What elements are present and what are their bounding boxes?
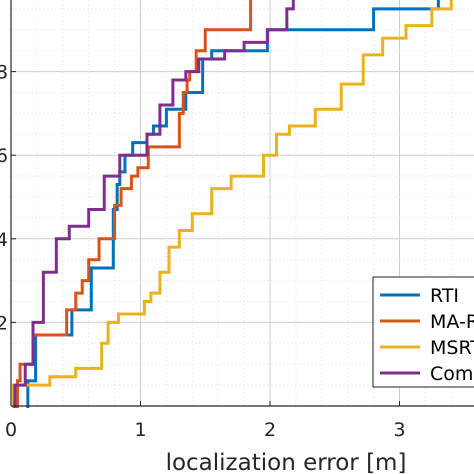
x-tick-label: 2 (264, 419, 276, 441)
y-tick-label: .6 (0, 145, 8, 167)
y-tick-label: .2 (0, 312, 8, 334)
legend-label: RTI (430, 285, 459, 307)
axes (10, 0, 474, 407)
legend-label: MSRTI (430, 337, 474, 359)
y-tick-label: .4 (0, 229, 8, 251)
legend-label: Combined (430, 363, 474, 385)
x-axis-label: localization error [m] (166, 450, 407, 474)
series-lines (12, 0, 453, 408)
series-line (12, 0, 453, 408)
x-tick-label: 3 (393, 419, 405, 441)
legend-label: MA-RTI (430, 311, 474, 333)
y-tick-label: .8 (0, 62, 8, 84)
x-tick-label: 0 (5, 419, 17, 441)
tick-labels: 0 1 2 3 .2 .4 .6 .8 (0, 62, 406, 441)
x-tick-label: 1 (134, 419, 146, 441)
legend: RTI MA-RTI MSRTI Combined (372, 276, 474, 388)
series-line (13, 0, 295, 408)
